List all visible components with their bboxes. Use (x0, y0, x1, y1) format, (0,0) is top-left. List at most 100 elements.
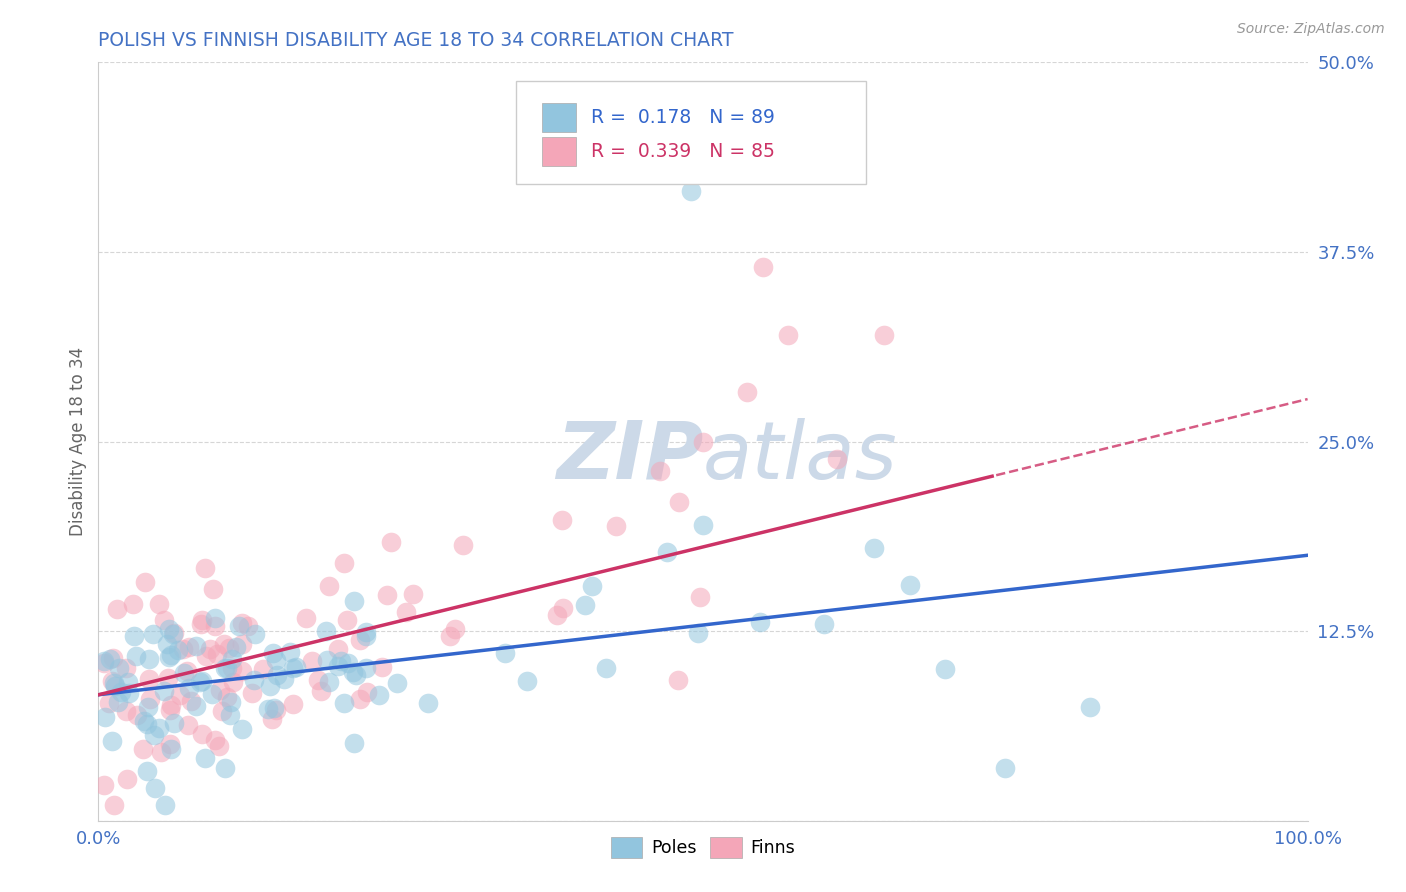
Point (402, 586, 425, 600)
Point (132, 741, 155, 756)
Point (101, 734, 124, 748)
Point (418, 696, 440, 710)
Point (100, 673, 122, 688)
Point (356, 684, 378, 698)
Point (208, 739, 231, 753)
Point (336, 614, 359, 628)
Point (280, 645, 302, 659)
Point (209, 682, 232, 697)
Point (177, 640, 200, 655)
Point (125, 708, 148, 723)
Point (142, 626, 165, 640)
Text: atlas: atlas (703, 417, 898, 496)
Point (443, 622, 465, 636)
Point (152, 683, 174, 698)
Point (138, 672, 160, 686)
Point (776, 328, 799, 343)
Point (173, 665, 195, 680)
Point (135, 764, 157, 778)
Point (349, 692, 371, 706)
Point (605, 519, 627, 533)
Point (387, 675, 409, 690)
Point (264, 653, 287, 667)
Point (333, 697, 356, 711)
Point (318, 579, 340, 593)
Point (219, 708, 242, 723)
Point (547, 138, 569, 153)
Point (115, 772, 138, 787)
Point (221, 652, 243, 666)
Point (395, 606, 418, 620)
Point (148, 722, 170, 736)
Point (167, 642, 190, 657)
Point (307, 673, 329, 688)
Point (98, 696, 121, 710)
Point (169, 688, 191, 702)
Point (202, 582, 225, 596)
Point (343, 736, 366, 750)
Point (263, 701, 285, 715)
Point (194, 648, 217, 663)
Point (281, 697, 304, 711)
Point (142, 728, 165, 742)
Point (114, 704, 136, 718)
Point (94, 710, 117, 724)
Point (160, 742, 183, 756)
Point (93, 657, 115, 671)
Point (1078, 699, 1101, 714)
Point (204, 733, 226, 747)
Text: Source: ZipAtlas.com: Source: ZipAtlas.com (1237, 22, 1385, 37)
Point (153, 613, 176, 627)
Point (873, 328, 896, 343)
Point (198, 641, 221, 656)
Point (217, 690, 239, 704)
Point (191, 613, 214, 627)
Point (201, 687, 224, 701)
Point (333, 556, 356, 570)
Point (231, 637, 253, 651)
Point (752, 260, 775, 275)
Point (177, 718, 200, 732)
Point (194, 560, 217, 574)
Point (104, 679, 127, 693)
Point (367, 688, 389, 702)
Point (370, 660, 392, 674)
Point (343, 593, 366, 607)
Point (204, 619, 226, 633)
Point (156, 671, 179, 685)
Point (184, 640, 207, 654)
Point (259, 679, 281, 693)
Point (186, 699, 208, 714)
Point (163, 625, 186, 640)
Point (581, 579, 603, 593)
Point (159, 649, 181, 664)
Point (354, 661, 377, 675)
Point (668, 495, 690, 509)
Point (281, 661, 304, 675)
Point (191, 726, 214, 740)
Point (252, 662, 274, 676)
Point (225, 640, 247, 655)
Point (132, 714, 155, 728)
Point (689, 591, 711, 605)
Point (159, 703, 181, 717)
Point (110, 684, 132, 698)
Point (898, 578, 921, 592)
Point (145, 781, 167, 796)
Point (105, 602, 128, 616)
Point (344, 668, 367, 682)
Point (212, 637, 235, 651)
Point (516, 674, 538, 689)
Point (375, 588, 398, 602)
Point (240, 686, 263, 700)
Point (93, 778, 115, 792)
Point (139, 692, 162, 706)
Point (356, 624, 378, 639)
Text: POLISH VS FINNISH DISABILITY AGE 18 TO 34 CORRELATION CHART: POLISH VS FINNISH DISABILITY AGE 18 TO 3… (98, 30, 734, 50)
Point (194, 750, 217, 764)
Point (108, 661, 131, 675)
Point (176, 665, 198, 679)
Point (117, 674, 139, 689)
Point (243, 673, 266, 687)
Point (318, 675, 340, 690)
